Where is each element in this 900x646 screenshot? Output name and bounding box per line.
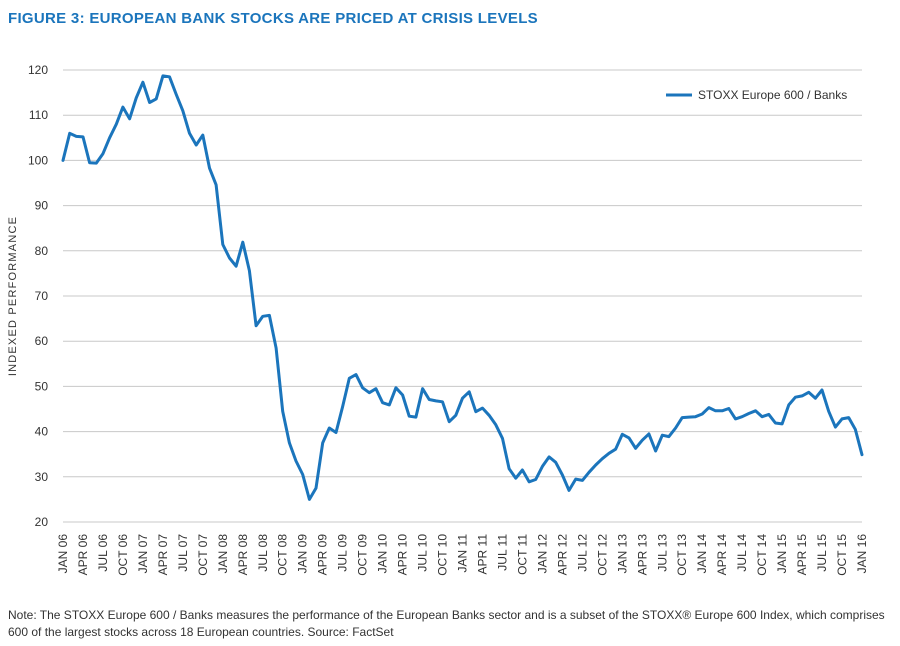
x-tick-label: JAN 16 [855,534,869,574]
x-tick-label: OCT 12 [595,534,609,576]
y-tick-label: 120 [28,63,48,77]
x-tick-label: JAN 09 [296,534,310,574]
x-tick-label: JUL 07 [176,534,190,572]
x-tick-label: APR 15 [795,534,809,576]
x-axis-ticks: JAN 06 APR 06 JUL 06 OCT 06 JAN 07 APR 07 JUL … [56,534,869,576]
x-tick-label: APR 12 [555,534,569,576]
x-tick-label: JUL 09 [336,534,350,572]
x-tick-label: JUL 06 [96,534,110,572]
x-tick-label: JUL 11 [495,534,509,571]
y-tick-label: 40 [35,425,49,439]
x-tick-label: JAN 06 [56,534,70,574]
x-tick-label: OCT 13 [675,534,689,576]
line-chart: 20 30 40 50 60 70 80 90 100 110 120 JAN 06 APR 06 JU… [7,63,869,576]
x-tick-label: OCT 10 [436,534,450,576]
y-tick-label: 50 [35,379,49,393]
x-tick-label: JUL 14 [735,534,749,572]
legend-label: STOXX Europe 600 / Banks [698,88,847,102]
x-tick-label: JUL 13 [655,534,669,572]
x-tick-label: JAN 12 [535,534,549,574]
x-tick-label: JUL 08 [256,534,270,572]
x-tick-label: JAN 10 [376,534,390,574]
x-tick-label: APR 11 [475,534,489,575]
series-line [61,74,864,501]
x-tick-label: APR 08 [236,534,250,576]
y-axis-ticks: 20 30 40 50 60 70 80 90 100 110 120 [28,63,48,529]
y-tick-label: 110 [29,108,48,122]
y-tick-label: 60 [35,334,49,348]
x-tick-label: APR 09 [316,534,330,576]
x-tick-label: JUL 12 [575,534,589,572]
x-tick-label: JUL 15 [815,534,829,572]
x-tick-label: JAN 08 [216,534,230,574]
x-tick-label: JAN 15 [775,534,789,574]
x-tick-label: APR 14 [715,534,729,576]
gridlines [63,69,862,523]
chart-note: Note: The STOXX Europe 600 / Banks measu… [8,608,885,639]
y-tick-label: 20 [35,515,49,529]
x-tick-label: APR 06 [76,534,90,576]
x-tick-label: OCT 14 [755,534,769,576]
x-tick-label: APR 13 [635,534,649,576]
y-axis-label: INDEXED PERFORMANCE [7,216,19,376]
y-tick-label: 80 [35,244,49,258]
y-tick-label: 30 [35,470,49,484]
chart-title: FIGURE 3: EUROPEAN BANK STOCKS ARE PRICE… [8,10,538,27]
x-tick-label: OCT 06 [116,534,130,576]
x-tick-label: APR 10 [396,534,410,576]
x-tick-label: OCT 15 [835,534,849,576]
x-tick-label: JAN 14 [695,534,709,574]
y-tick-label: 90 [35,199,49,213]
x-tick-label: JAN 13 [615,534,629,574]
y-tick-label: 70 [35,289,49,303]
x-tick-label: OCT 09 [356,534,370,576]
x-tick-label: OCT 07 [196,534,210,576]
x-tick-label: OCT 11 [515,534,529,575]
x-tick-label: JUL 10 [416,534,430,572]
x-tick-label: JAN 07 [136,534,150,574]
y-tick-label: 100 [28,153,48,167]
x-tick-label: JAN 11 [456,534,470,573]
x-tick-label: APR 07 [156,534,170,576]
legend: STOXX Europe 600 / Banks [666,88,847,102]
series-lines [61,74,864,501]
x-tick-label: OCT 08 [276,534,290,576]
